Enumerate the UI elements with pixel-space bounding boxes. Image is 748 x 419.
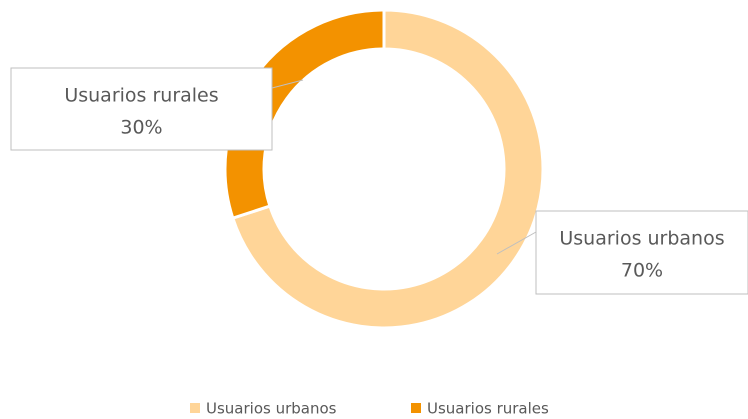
slice <box>230 8 545 330</box>
data-labels: Usuarios urbanos 70% Usuarios rurales 30% <box>10 67 748 295</box>
value-label: 70% <box>621 260 663 282</box>
callout-box <box>535 210 748 295</box>
donut <box>223 8 545 330</box>
legend-swatch <box>190 403 200 413</box>
callout-box <box>10 67 273 151</box>
leader-line <box>271 79 304 89</box>
value-label: 30% <box>120 117 162 139</box>
legend-label: Usuarios urbanos <box>206 400 337 418</box>
legend: Usuarios urbanos Usuarios rurales <box>190 400 549 418</box>
legend-swatch <box>411 403 421 413</box>
leader-line <box>496 231 537 255</box>
legend-label: Usuarios rurales <box>427 400 549 418</box>
category-label: Usuarios urbanos <box>559 228 724 250</box>
category-label: Usuarios rurales <box>64 85 218 107</box>
